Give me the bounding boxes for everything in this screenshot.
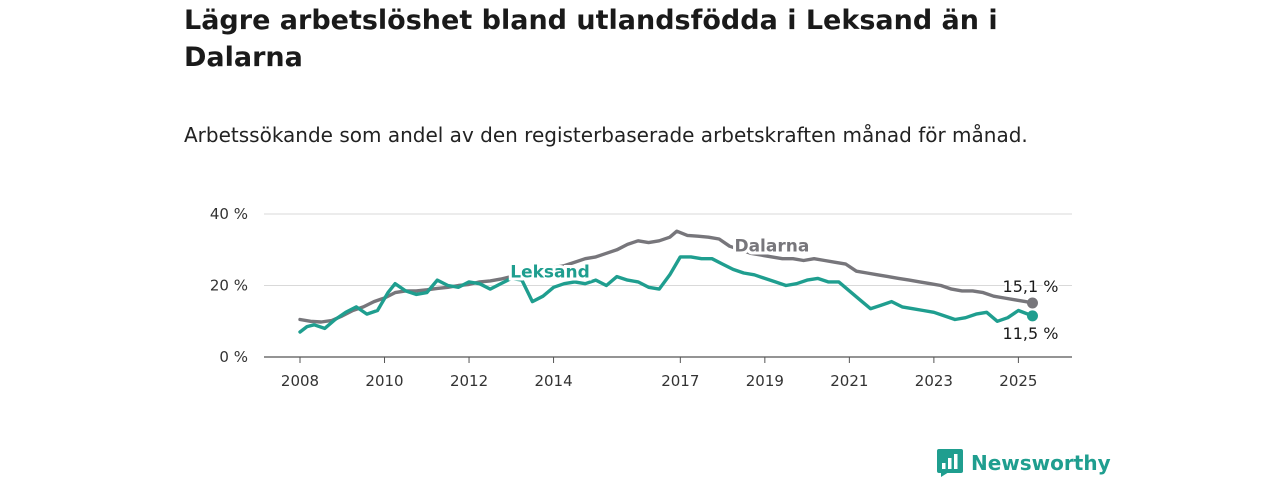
bar-chart-speech-bubble-icon — [937, 449, 963, 477]
series-label-dalarna: Dalarna — [734, 237, 809, 257]
series-label-leksand: Leksand — [510, 262, 590, 282]
end-point-leksand — [1026, 310, 1038, 322]
y-axis-labels: 0 % 20 % 40 % — [210, 205, 248, 366]
series-lines — [298, 229, 1038, 334]
brand-logo: Newsworthy — [937, 447, 1111, 479]
x-tick-label: 2008 — [281, 372, 319, 390]
x-tick-label: 2019 — [746, 372, 784, 390]
x-tick-label: 2012 — [450, 372, 488, 390]
brand-name: Newsworthy — [971, 451, 1111, 475]
y-tick-label: 20 % — [210, 277, 248, 295]
chart-subtitle: Arbetssökande som andel av den registerb… — [184, 123, 1028, 147]
series-line-dalarna — [298, 229, 1035, 324]
chart-title: Lägre arbetslöshet bland utlandsfödda i … — [184, 5, 998, 73]
x-tick-label: 2023 — [915, 372, 953, 390]
end-value-label-leksand: 11,5 % — [1003, 324, 1059, 343]
x-axis-labels: 2008 2010 2012 2014 2017 2019 2021 2023 2025 — [281, 357, 1037, 390]
series-line-leksand — [298, 255, 1035, 334]
end-point-dalarna — [1026, 297, 1038, 309]
x-tick-label: 2021 — [830, 372, 868, 390]
y-tick-label: 40 % — [210, 205, 248, 223]
y-tick-label: 0 % — [219, 348, 248, 366]
grid-lines — [264, 213, 1072, 358]
end-value-label-dalarna: 15,1 % — [1003, 277, 1059, 296]
x-tick-label: 2014 — [534, 372, 572, 390]
x-tick-label: 2010 — [365, 372, 403, 390]
x-tick-label: 2025 — [999, 372, 1037, 390]
series-labels: Dalarna 15,1 % Leksand 11,5 % — [507, 234, 1060, 345]
x-tick-label: 2017 — [661, 372, 699, 390]
